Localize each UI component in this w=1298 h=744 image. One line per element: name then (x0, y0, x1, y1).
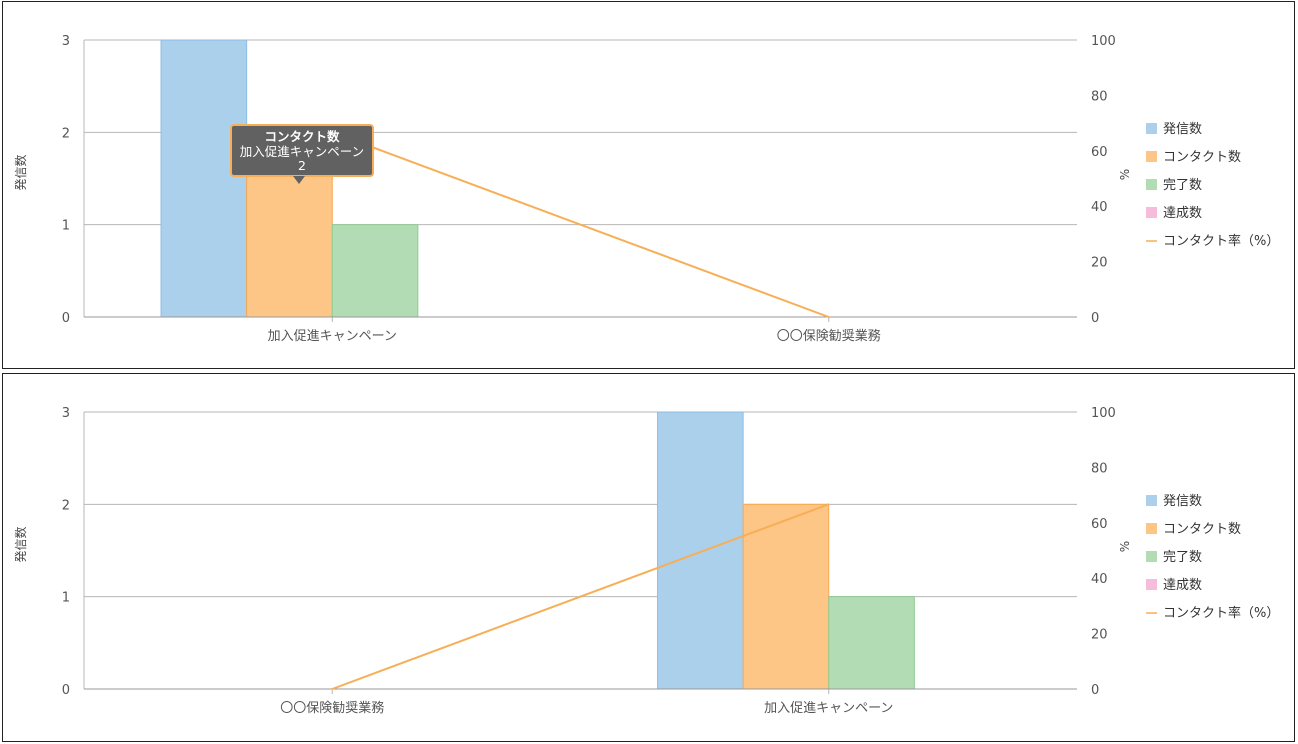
y2-tick-label: 40 (1091, 572, 1108, 587)
y-tick-label: 1 (62, 219, 70, 234)
y-tick-label: 3 (62, 406, 70, 421)
bar-2-0 (331, 224, 419, 318)
y2-tick-label: 0 (1091, 311, 1099, 326)
tooltip-category: 加入促進キャンペーン (240, 144, 364, 159)
y2-axis-title: % (1118, 541, 1132, 552)
x-tick-label: 〇〇保険勧奨業務 (777, 328, 881, 344)
rate-point-1 (828, 503, 830, 505)
legend-swatch-3 (1146, 207, 1157, 218)
legend-label-2: 完了数 (1163, 178, 1202, 193)
x-tick-label: 加入促進キャンペーン (764, 701, 893, 716)
rate-point-0 (331, 688, 333, 690)
y-axis-title: 発信数 (13, 526, 28, 562)
legend-label-0: 発信数 (1163, 494, 1202, 509)
tooltip-title: コンタクト数 (264, 129, 340, 144)
rate-point-1 (828, 316, 830, 318)
legend-swatch-0 (1146, 123, 1157, 134)
legend-label-1: コンタクト数 (1163, 150, 1241, 165)
y2-tick-label: 100 (1091, 406, 1116, 421)
y2-tick-label: 0 (1091, 683, 1099, 698)
y-tick-label: 2 (62, 126, 70, 141)
bar-0-0 (160, 39, 248, 318)
y2-tick-label: 20 (1091, 628, 1108, 643)
chart-panel-2: 0 1 2 3 0 20 40 60 80 100 発信数% 〇〇保険勧奨業務 加入促進キャンペーン 発信… (2, 373, 1295, 742)
y2-tick-label: 40 (1091, 200, 1108, 215)
legend-swatch-0 (1146, 495, 1157, 506)
bar-0-1 (657, 411, 744, 690)
legend-label-0: 発信数 (1163, 122, 1202, 137)
legend-label-1: コンタクト数 (1163, 522, 1241, 537)
rate-line (331, 131, 830, 318)
chart-panel-1: 0 1 2 3 0 20 40 60 80 100 発信数% 加入促進キャンペーン 〇〇保険勧奨業務 発信… (2, 1, 1295, 369)
y-tick-label: 0 (62, 311, 70, 326)
x-tick-label: 加入促進キャンペーン (268, 329, 397, 344)
y2-tick-label: 60 (1091, 145, 1108, 160)
tooltip-pointer (293, 176, 305, 184)
legend-label-4: コンタクト率（%） (1163, 605, 1279, 621)
y-tick-label: 2 (62, 498, 70, 513)
legend-swatch-2 (1146, 551, 1157, 562)
legend-swatch-2 (1146, 179, 1157, 190)
legend-swatch-1 (1146, 151, 1157, 162)
y2-tick-label: 60 (1091, 517, 1108, 532)
tooltip-value: 2 (298, 158, 306, 173)
y-axis-title: 発信数 (13, 154, 28, 190)
legend-label-3: 達成数 (1163, 206, 1202, 221)
bar-2-1 (828, 596, 915, 690)
legend-swatch-3 (1146, 579, 1157, 590)
chart-2: 0 1 2 3 0 20 40 60 80 100 発信数 % 〇〇保険勧奨業務 加入促進キャンペーン 発信… (13, 406, 1279, 716)
y2-axis-title: % (1118, 169, 1132, 180)
y2-tick-label: 100 (1091, 34, 1116, 49)
legend-label-2: 完了数 (1163, 550, 1202, 565)
rate-line (331, 503, 830, 690)
y-tick-label: 1 (62, 591, 70, 606)
legend-label-4: コンタクト率（%） (1163, 233, 1279, 249)
y2-tick-label: 80 (1091, 89, 1108, 104)
legend-swatch-1 (1146, 523, 1157, 534)
legend-label-3: 達成数 (1163, 578, 1202, 593)
y-tick-label: 3 (62, 34, 70, 49)
y2-tick-label: 80 (1091, 461, 1108, 476)
x-tick-label: 〇〇保険勧奨業務 (280, 700, 384, 716)
y-tick-label: 0 (62, 683, 70, 698)
y2-tick-label: 20 (1091, 256, 1108, 271)
